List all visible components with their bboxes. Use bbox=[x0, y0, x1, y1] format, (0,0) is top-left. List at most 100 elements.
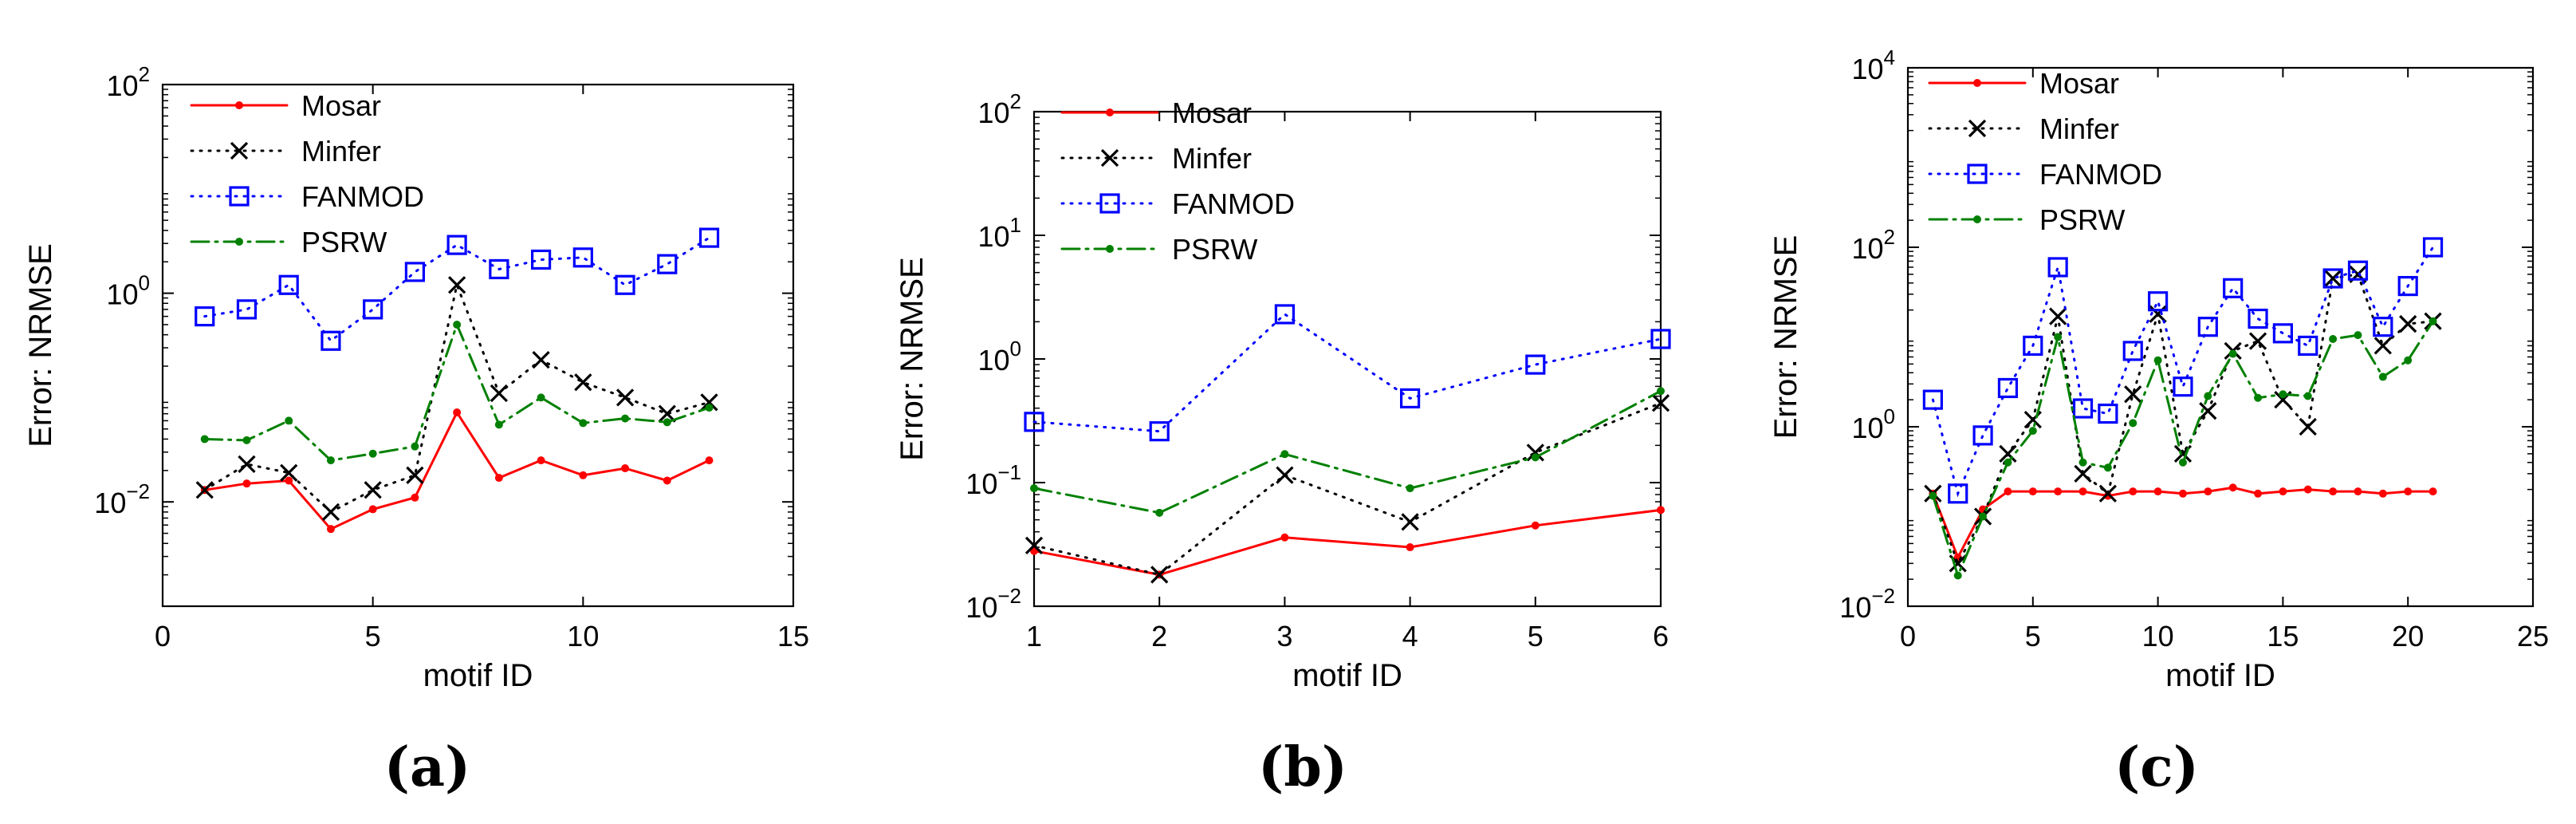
data-point bbox=[1280, 450, 1289, 459]
axes-frame bbox=[1906, 66, 2535, 608]
data-point bbox=[1030, 484, 1038, 493]
data-point bbox=[2228, 483, 2237, 492]
legend-entry-label: PSRW bbox=[1172, 233, 1257, 266]
data-point bbox=[2047, 257, 2068, 278]
data-point bbox=[406, 466, 424, 484]
data-point bbox=[1280, 533, 1289, 542]
data-point bbox=[1149, 421, 1170, 442]
legend-entry-label: Minfer bbox=[2039, 112, 2119, 145]
data-point bbox=[1997, 377, 2019, 399]
data-point bbox=[1025, 536, 1044, 554]
legend-entry-label: PSRW bbox=[2039, 203, 2125, 236]
data-point bbox=[2078, 487, 2087, 496]
legend-marker bbox=[1099, 193, 1120, 214]
data-point bbox=[1276, 466, 1294, 484]
data-point bbox=[698, 227, 720, 248]
panel-label: (a) bbox=[384, 735, 470, 799]
data-point bbox=[490, 384, 508, 403]
data-point bbox=[1406, 484, 1414, 493]
legend-entry-label: FANMOD bbox=[2039, 158, 2162, 191]
data-point bbox=[2023, 335, 2043, 357]
x-axis-label: motif ID bbox=[1292, 658, 1402, 693]
data-point bbox=[1929, 491, 1937, 500]
series-line bbox=[1032, 389, 1662, 515]
data-point bbox=[448, 276, 466, 294]
legend-entry-label: FANMOD bbox=[301, 180, 424, 213]
legend-marker bbox=[1968, 119, 1987, 138]
data-point bbox=[494, 420, 503, 429]
data-point bbox=[1953, 571, 1962, 580]
legend-marker bbox=[235, 238, 243, 246]
data-point bbox=[663, 418, 671, 427]
data-point bbox=[1399, 388, 1421, 409]
data-point bbox=[2223, 278, 2244, 298]
data-point bbox=[530, 249, 552, 270]
data-point bbox=[2204, 392, 2212, 400]
x-tick-label: 10 bbox=[567, 620, 599, 652]
data-point bbox=[2279, 390, 2287, 399]
series-line bbox=[203, 281, 710, 514]
series-minfer bbox=[195, 276, 718, 522]
series-line bbox=[1032, 401, 1662, 577]
x-tick-label: 15 bbox=[777, 620, 809, 652]
data-point bbox=[2228, 349, 2237, 358]
chart-panel-a: 0 5 10 15 10−2 100 102 motif ID Error: NRMSE (a) M… bbox=[23, 62, 809, 799]
data-point bbox=[195, 481, 214, 499]
data-point bbox=[2153, 487, 2162, 496]
x-tick-label: 20 bbox=[2392, 620, 2424, 652]
data-point bbox=[579, 419, 588, 428]
legend-marker bbox=[229, 186, 250, 207]
data-point bbox=[2254, 489, 2263, 498]
data-point bbox=[363, 299, 383, 320]
data-point bbox=[1406, 543, 1414, 552]
legend-marker bbox=[235, 101, 243, 109]
data-point bbox=[537, 456, 545, 465]
data-point bbox=[411, 442, 419, 451]
y-tick-label: 100 bbox=[1851, 404, 1895, 444]
series-line bbox=[1931, 320, 2435, 579]
legend: Mosar Minfer FANMOD PSRW bbox=[1928, 67, 2162, 236]
data-point bbox=[2173, 377, 2193, 397]
series-line bbox=[1032, 312, 1662, 433]
data-point bbox=[1155, 508, 1164, 517]
data-point bbox=[2254, 393, 2263, 402]
data-point bbox=[2298, 335, 2318, 357]
series-line bbox=[1931, 486, 2435, 561]
series-mosar bbox=[200, 408, 714, 534]
data-point bbox=[705, 456, 714, 465]
series-line bbox=[1931, 273, 2435, 566]
data-point bbox=[621, 414, 630, 423]
x-tick-label: 25 bbox=[2517, 620, 2549, 652]
x-tick-label: 4 bbox=[1402, 620, 1418, 652]
data-point bbox=[2422, 237, 2444, 258]
data-point bbox=[537, 393, 545, 402]
data-point bbox=[2429, 487, 2437, 496]
legend-entry-label: Mosar bbox=[2039, 67, 2119, 100]
data-point bbox=[2178, 489, 2187, 498]
data-point bbox=[1972, 425, 1993, 446]
legend-entry-label: Minfer bbox=[301, 135, 381, 168]
y-axis-label: Error: NRMSE bbox=[1768, 235, 1803, 440]
data-point bbox=[615, 274, 635, 295]
y-tick-label: 100 bbox=[106, 271, 150, 311]
x-tick-label: 15 bbox=[2267, 620, 2299, 652]
axes-frame bbox=[161, 83, 795, 608]
data-point bbox=[2323, 269, 2342, 288]
data-point bbox=[1999, 444, 2017, 463]
series-mosar bbox=[1030, 506, 1665, 579]
x-axis-label: motif ID bbox=[423, 658, 533, 693]
data-point bbox=[242, 479, 251, 488]
data-point bbox=[2004, 487, 2012, 496]
panel-label: (b) bbox=[1258, 735, 1347, 799]
data-point bbox=[2279, 487, 2287, 496]
x-tick-label: 2 bbox=[1151, 620, 1167, 652]
data-point bbox=[321, 330, 341, 351]
data-point bbox=[2049, 307, 2067, 325]
data-point bbox=[2404, 356, 2413, 365]
data-point bbox=[1531, 453, 1540, 462]
data-point bbox=[1024, 412, 1044, 432]
data-point bbox=[2404, 487, 2413, 496]
legend-entry-label: PSRW bbox=[301, 226, 387, 258]
data-point bbox=[2153, 356, 2162, 365]
